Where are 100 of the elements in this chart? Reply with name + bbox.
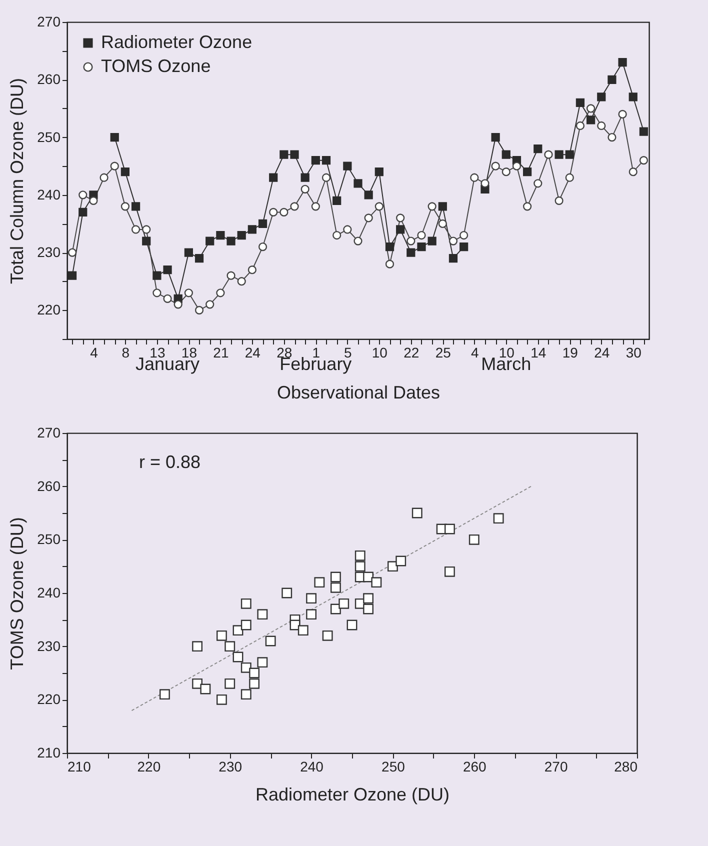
point [502,150,510,159]
point [618,58,627,67]
point [385,260,394,268]
point [206,300,214,309]
x-tick-label: 4 [90,344,98,360]
x-axis-title: Observational Dates [276,382,440,402]
x-axis-title: Radiometer Ozone (DU) [255,784,450,804]
x-tick-label: 22 [404,344,420,360]
x-tick-label: 210 [68,758,92,774]
point [364,190,373,200]
point [194,254,204,263]
point [512,162,522,170]
point [258,219,268,228]
point [586,116,596,124]
point [523,202,532,211]
y-tick-label: 230 [37,244,61,260]
y-tick-label: 270 [37,424,61,440]
point [628,168,638,176]
point [174,300,182,309]
y-axis-title: TOMS Ozone (DU) [7,517,28,670]
point [68,248,77,257]
point [216,288,225,298]
x-tick-label: 24 [244,344,261,360]
point [406,236,416,246]
x-tick-label: 280 [614,758,638,774]
x-tick-label: 8 [122,344,130,360]
y-tick-label: 250 [37,128,61,145]
point [385,242,394,252]
point [343,162,352,170]
y-tick-label: 230 [37,638,61,654]
x-tick-label: 5 [344,344,352,360]
point [152,271,162,280]
point [142,236,151,246]
point [354,179,362,188]
legend-label: Radiometer Ozone [101,32,252,52]
y-tick-label: 220 [37,302,61,318]
y-tick-label: 240 [37,584,61,600]
point [248,266,256,274]
annotation: r = 0.88 [139,452,201,472]
point [534,144,542,154]
point [131,225,140,234]
point [194,306,204,314]
point [237,277,246,286]
x-tick-label: 18 [181,344,198,360]
y-tick-label: 270 [37,14,61,30]
point [184,248,193,257]
point [226,271,236,280]
point [354,236,362,246]
x-tick-label: 270 [544,758,568,774]
x-tick-label: 260 [462,758,487,774]
point [163,266,172,274]
point [89,196,98,205]
point [428,202,436,211]
point [142,225,151,234]
x-tick-label: 220 [137,758,161,774]
x-tick-label: 21 [213,344,229,360]
point [502,168,510,176]
point [120,168,130,176]
y-tick-label: 210 [37,744,61,760]
point [597,92,606,102]
y-tick-label: 260 [37,478,61,494]
point [470,173,479,182]
point [364,214,373,222]
point [332,196,342,205]
point [523,168,532,176]
point [68,271,77,280]
point [438,202,447,211]
point [269,173,278,182]
point [269,208,278,216]
point [343,225,352,234]
point [311,156,320,165]
point [184,288,193,298]
point [78,190,88,200]
x-tick-label: 1 [312,344,320,360]
point [586,104,596,113]
point [311,202,320,211]
point [554,196,564,205]
point [131,202,140,211]
point [120,202,130,211]
point [248,225,256,234]
point [374,202,384,211]
point [554,150,564,159]
point [100,173,108,182]
point [597,121,606,130]
x-tick-label: 14 [530,344,546,360]
y-tick-label: 250 [37,531,61,548]
point [300,184,310,194]
point [628,92,638,102]
point [226,236,236,246]
point [322,156,331,165]
point [300,173,310,182]
point [406,248,416,257]
point [428,236,436,246]
point [544,150,553,159]
point [417,230,426,240]
x-tick-label: 30 [626,344,642,360]
x-tick-label: 24 [594,344,610,360]
point [110,132,119,142]
x-tick-label: 25 [435,344,452,360]
point [290,202,299,211]
